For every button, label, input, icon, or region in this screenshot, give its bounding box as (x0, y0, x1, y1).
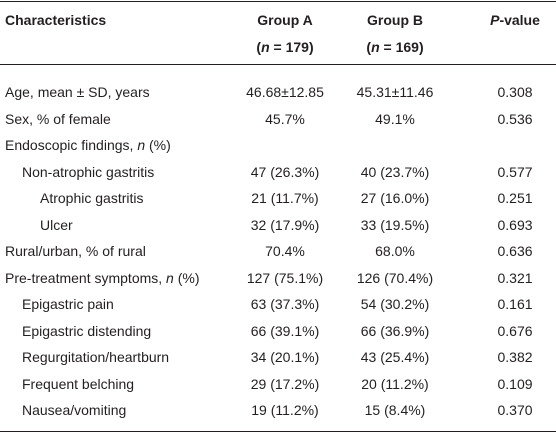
row-cell: 54 (30.2%) (360, 296, 430, 312)
row-cell: 0.693 (497, 216, 533, 233)
row-cell: 70.4% (265, 243, 305, 259)
row-label: Pre-treatment symptoms, n (%) (5, 269, 200, 287)
header-cell: Characteristics (5, 12, 107, 28)
text-run: = 169) (379, 39, 424, 55)
header-subcell: (n = 169) (366, 38, 423, 56)
row-cell: 0.161 (497, 296, 533, 312)
row-cell: 0.321 (497, 269, 533, 286)
row-cell: 40 (23.7%) (360, 163, 430, 180)
row-label: Epigastric pain (22, 296, 114, 312)
row-cell: 46.68±12.85 (246, 84, 324, 100)
row-cell: 33 (19.5%) (360, 216, 430, 233)
row-label: Endoscopic findings, n (%) (5, 136, 171, 154)
text-run: ( (366, 39, 372, 55)
row-cell: 63 (37.3%) (250, 296, 320, 312)
row-label: Age, mean ± SD, years (5, 84, 150, 100)
row-cell: 66 (36.9%) (360, 322, 430, 339)
row-cell: 0.251 (497, 190, 533, 206)
row-label: Nausea/vomiting (22, 402, 127, 418)
header-subcell: (n = 179) (256, 38, 313, 56)
row-cell: 45.7% (265, 110, 305, 127)
row-label: Regurgitation/heartburn (22, 349, 170, 365)
row-cell: 34 (20.1%) (250, 349, 320, 365)
row-label: Frequent belching (22, 375, 135, 392)
header-cell: Group A (257, 12, 313, 28)
header-cell: P-value (490, 11, 540, 29)
italic-text: n (137, 137, 146, 153)
text-run: = 179) (269, 39, 314, 55)
row-label: Ulcer (40, 216, 73, 233)
row-label: Atrophic gastritis (40, 190, 144, 206)
header-rule (0, 64, 556, 65)
row-cell: 126 (70.4%) (356, 269, 434, 286)
row-cell: 19 (11.2%) (251, 402, 319, 418)
row-label: Rural/urban, % of rural (5, 243, 146, 259)
row-cell: 0.676 (497, 322, 533, 339)
header-cell: Group B (367, 12, 423, 28)
row-cell: 29 (17.2%) (250, 375, 320, 392)
text-run: ( (256, 39, 262, 55)
text-run: Endoscopic findings, (5, 137, 138, 153)
row-cell: 68.0% (375, 243, 415, 259)
row-cell: 21 (11.7%) (251, 190, 319, 206)
row-cell: 0.636 (497, 243, 533, 259)
italic-text: n (261, 39, 270, 55)
text-run: (%) (173, 269, 200, 286)
row-cell: 66 (39.1%) (250, 322, 320, 339)
bottom-rule (0, 431, 556, 432)
row-cell: 0.577 (497, 163, 533, 180)
text-run: (%) (145, 137, 171, 153)
row-label: Non-atrophic gastritis (22, 163, 155, 180)
row-cell: 20 (11.2%) (361, 375, 429, 392)
row-cell: 0.536 (497, 110, 533, 127)
row-label: Sex, % of female (5, 110, 111, 127)
italic-text: n (166, 269, 174, 286)
row-cell: 0.370 (497, 402, 533, 418)
row-cell: 32 (17.9%) (250, 216, 320, 233)
row-label: Epigastric distending (22, 322, 152, 339)
text-run: Pre-treatment symptoms, (5, 269, 167, 286)
top-rule (0, 1, 556, 2)
italic-text: n (371, 39, 380, 55)
italic-text: P (490, 12, 500, 28)
row-cell: 49.1% (375, 110, 415, 127)
row-cell: 0.109 (497, 375, 533, 392)
row-cell: 47 (26.3%) (250, 163, 320, 180)
row-cell: 0.308 (497, 84, 533, 100)
row-cell: 43 (25.4%) (360, 349, 430, 365)
text-run: -value (499, 12, 540, 28)
row-cell: 0.382 (497, 349, 533, 365)
row-cell: 45.31±11.46 (356, 84, 434, 100)
row-cell: 15 (8.4%) (364, 402, 426, 418)
row-cell: 127 (75.1%) (246, 269, 324, 286)
row-cell: 27 (16.0%) (360, 190, 430, 206)
